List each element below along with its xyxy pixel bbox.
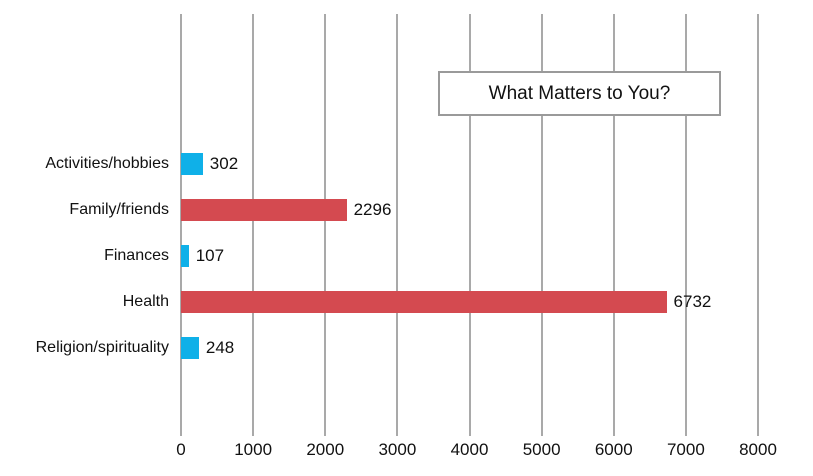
- x-tick-label: 0: [176, 440, 186, 459]
- chart-title: What Matters to You?: [438, 71, 721, 116]
- x-tick-label: 3000: [378, 440, 417, 459]
- x-tick-label: 7000: [666, 440, 705, 459]
- gridline: [252, 14, 255, 436]
- category-label: Finances: [104, 247, 169, 264]
- x-tick-label: 4000: [450, 440, 489, 459]
- chart-title-text: What Matters to You?: [488, 82, 671, 104]
- value-label: 248: [205, 338, 235, 357]
- gridline: [324, 14, 327, 436]
- category-label: Activities/hobbies: [45, 155, 169, 172]
- bar: [181, 291, 667, 313]
- gridline: [540, 14, 543, 436]
- x-tick-label: 2000: [306, 440, 345, 459]
- category-label: Religion/spirituality: [35, 339, 169, 356]
- x-tick-label: 5000: [522, 440, 561, 459]
- bar: [181, 153, 203, 175]
- value-label: 107: [195, 246, 225, 265]
- gridline: [180, 14, 182, 436]
- x-tick-label: 1000: [234, 440, 273, 459]
- category-label: Family/friends: [69, 201, 169, 218]
- gridline: [684, 14, 687, 436]
- value-label: 302: [209, 154, 239, 173]
- value-label: 6732: [673, 292, 712, 311]
- bar: [181, 245, 189, 267]
- gridline: [612, 14, 615, 436]
- value-label: 2296: [353, 200, 392, 219]
- x-tick-label: 8000: [739, 440, 777, 459]
- bar: [181, 337, 199, 359]
- gridline: [396, 14, 399, 436]
- bar: [181, 199, 347, 221]
- category-label: Health: [122, 293, 169, 310]
- x-tick-label: 6000: [594, 440, 633, 459]
- gridline: [468, 14, 471, 436]
- gridline: [757, 14, 759, 436]
